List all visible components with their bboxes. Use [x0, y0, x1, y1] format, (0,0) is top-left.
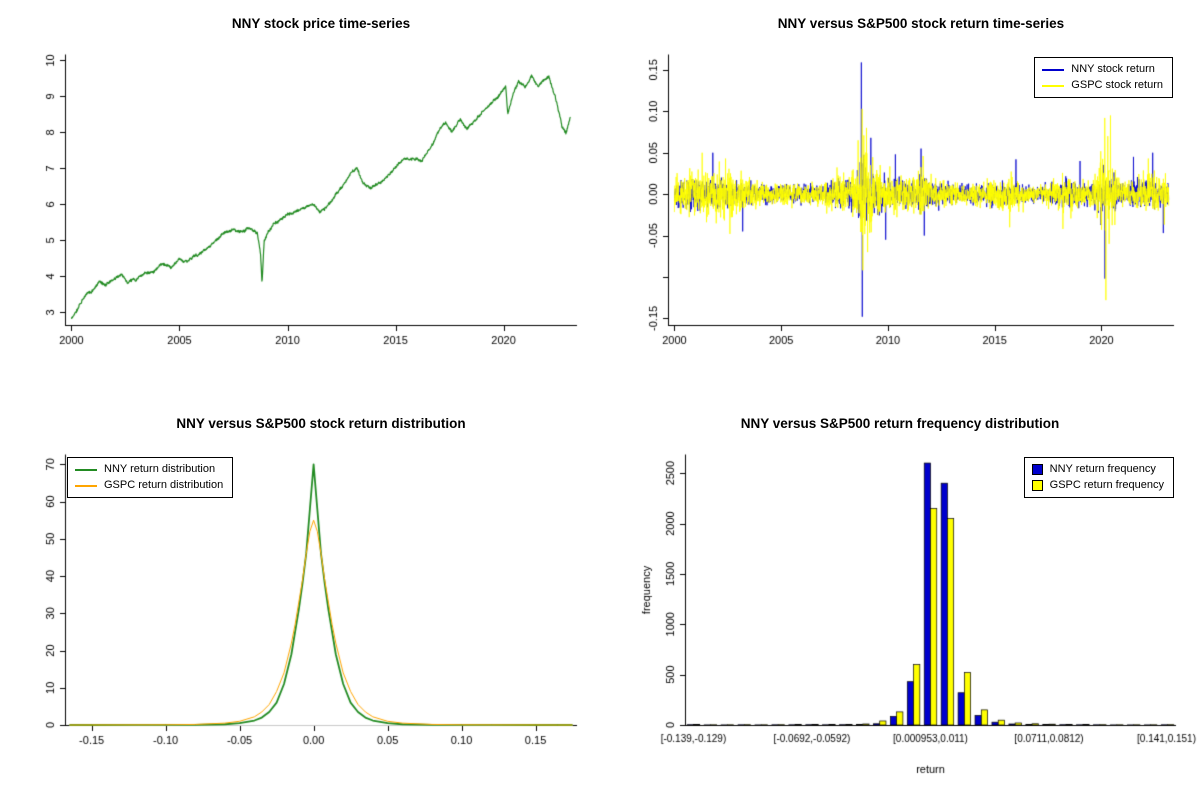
- returns-chart-title: NNY versus S&P500 stock return time-seri…: [777, 16, 1065, 31]
- hist-chart-title: NNY versus S&P500 return frequency distr…: [740, 416, 1060, 431]
- legend-item-nny-distribution: NNY return distribution: [75, 462, 223, 477]
- panel-return-frequency: NNY versus S&P500 return frequency distr…: [600, 400, 1200, 800]
- hist-legend: NNY return frequency GSPC return frequen…: [1023, 457, 1174, 498]
- legend-label-gspc-frequency: GSPC return frequency: [1049, 479, 1164, 491]
- nny-distribution-line-swatch: [75, 468, 97, 471]
- gspc-distribution-line-swatch: [75, 484, 97, 487]
- legend-item-nny-stock-return: NNY stock return: [1042, 62, 1163, 77]
- returns-legend: NNY stock return GSPC stock return: [1034, 57, 1173, 98]
- density-legend: NNY return distribution GSPC return dist…: [67, 457, 234, 498]
- density-chart-title: NNY versus S&P500 stock return distribut…: [176, 416, 466, 431]
- panel-return-distribution: NNY versus S&P500 stock return distribut…: [0, 400, 600, 800]
- legend-item-gspc-stock-return: GSPC stock return: [1042, 78, 1163, 93]
- legend-label-nny-frequency: NNY return frequency: [1049, 463, 1156, 475]
- legend-label-nny-stock-return: NNY stock return: [1071, 63, 1155, 75]
- legend-item-gspc-distribution: GSPC return distribution: [75, 478, 223, 493]
- legend-label-gspc-stock-return: GSPC stock return: [1071, 79, 1163, 91]
- legend-item-nny-frequency: NNY return frequency: [1031, 462, 1164, 477]
- panel-return-timeseries: NNY versus S&P500 stock return time-seri…: [600, 0, 1200, 400]
- panel-price-timeseries: NNY stock price time-series: [0, 0, 600, 400]
- gspc-return-line-swatch: [1042, 84, 1065, 87]
- gspc-frequency-box-swatch: [1031, 480, 1043, 491]
- legend-label-nny-distribution: NNY return distribution: [104, 463, 216, 475]
- price-chart-title: NNY stock price time-series: [231, 16, 411, 31]
- legend-label-gspc-distribution: GSPC return distribution: [104, 479, 224, 491]
- nny-return-line-swatch: [1042, 68, 1065, 71]
- legend-item-gspc-frequency: GSPC return frequency: [1031, 478, 1164, 493]
- price-timeseries-plot: [0, 0, 600, 400]
- nny-frequency-box-swatch: [1031, 464, 1043, 475]
